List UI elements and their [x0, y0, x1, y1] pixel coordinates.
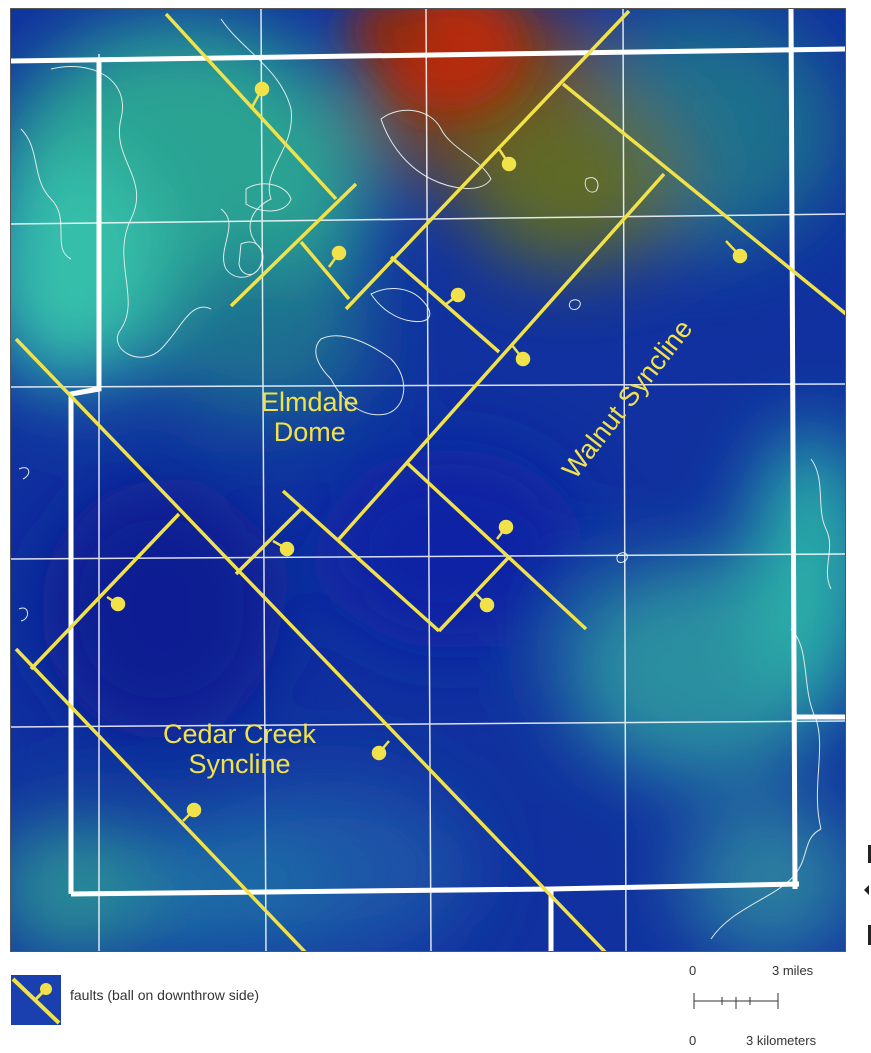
- cedar-line-2: Syncline: [188, 749, 291, 779]
- color-field: [11, 9, 845, 951]
- scale-km-label: 3 kilometers: [746, 1033, 817, 1048]
- fault-line-with-ball-icon: [11, 977, 61, 1025]
- fault-downthrow-balls: [106, 81, 748, 822]
- fault-legend-label: faults (ball on downthrow side): [70, 987, 260, 1003]
- elmdale-line-1: Elmdale: [261, 387, 359, 417]
- north-arrow-icon: [864, 845, 871, 945]
- main-roads: [11, 9, 845, 951]
- scale-miles-label: 3 miles: [772, 963, 814, 978]
- scale-miles-zero: 0: [689, 963, 697, 978]
- elmdale-line-2: Dome: [273, 417, 346, 447]
- scale-bar: [693, 993, 779, 1009]
- cedar-line-1: Cedar Creek: [163, 719, 317, 749]
- scale-km-zero: 0: [689, 1033, 697, 1048]
- gravity-map: [11, 9, 845, 951]
- fault-legend-icon: [11, 975, 61, 1025]
- map-frame: Elmdale Dome Walnut Syncline Cedar Creek…: [10, 8, 846, 952]
- color-field-hot: [351, 9, 521, 109]
- cedar-creek-syncline-label: Cedar Creek Syncline: [163, 719, 316, 779]
- elmdale-dome-label: Elmdale Dome: [261, 387, 359, 447]
